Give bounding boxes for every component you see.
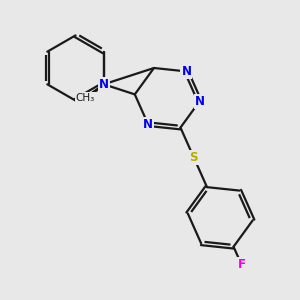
Text: CH₃: CH₃ <box>76 93 95 103</box>
Text: N: N <box>143 118 153 131</box>
Text: F: F <box>238 258 245 271</box>
Text: S: S <box>190 151 198 164</box>
Text: N: N <box>99 78 109 91</box>
Text: N: N <box>195 95 205 108</box>
Text: N: N <box>182 65 191 78</box>
